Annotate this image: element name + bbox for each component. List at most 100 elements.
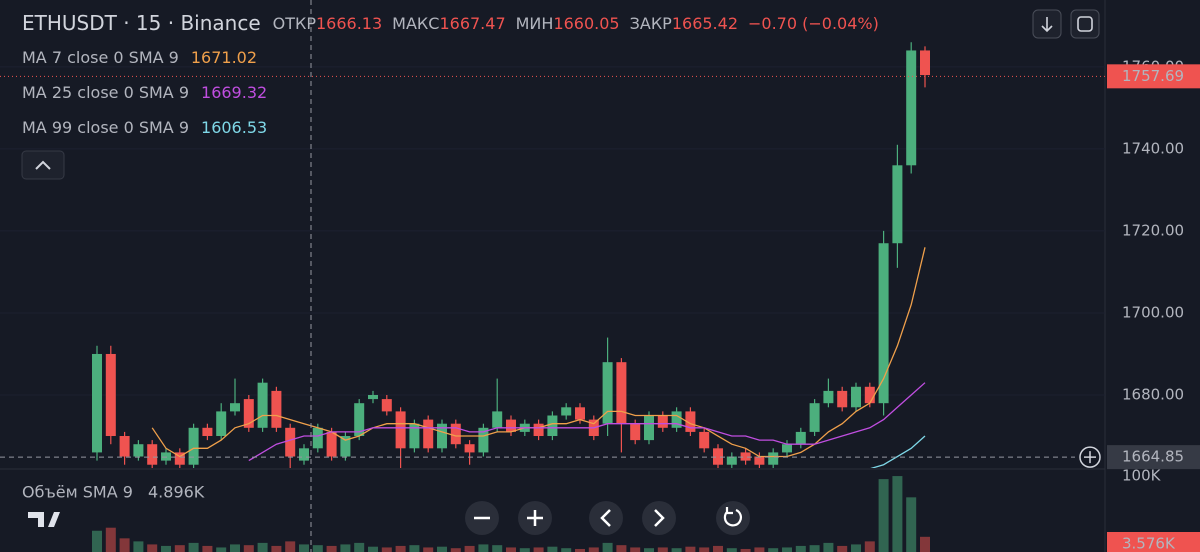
candle-body — [768, 452, 779, 465]
candle-body — [575, 407, 585, 420]
volume-name: Объём SMA 9 — [22, 483, 133, 502]
ohlc-value: 1665.42 — [672, 14, 738, 33]
volume-bar — [602, 542, 613, 552]
volume-bar — [588, 547, 599, 552]
volume-bar — [257, 542, 268, 552]
collapse-icon — [35, 160, 51, 170]
last-price-label: 1757.69 — [1122, 67, 1184, 85]
volume-bar — [326, 545, 337, 552]
candle-body — [740, 452, 751, 461]
volume-bar — [644, 548, 654, 552]
volume-bar — [575, 548, 585, 552]
volume-bar — [533, 547, 544, 552]
scroll-left-icon — [600, 509, 611, 527]
candle-body — [450, 423, 461, 445]
candle-body — [492, 411, 503, 428]
volume-bar — [92, 530, 102, 552]
volume-bar — [119, 538, 130, 552]
y-tick-label: 1720.00 — [1122, 221, 1184, 239]
ma-name: MA 99 close 0 SMA 9 — [22, 118, 189, 137]
candle-body — [395, 411, 406, 449]
volume-bar — [188, 542, 199, 552]
volume-bar — [685, 546, 696, 552]
volume-bar — [768, 548, 779, 552]
volume-last-label: 3.576K — [1122, 535, 1176, 552]
candle-body — [271, 390, 282, 428]
volume-bar — [547, 546, 558, 552]
volume-bar — [478, 544, 489, 552]
volume-bar — [713, 545, 723, 552]
candle-body — [243, 399, 254, 428]
reset-button[interactable] — [716, 501, 750, 535]
candle-body — [920, 50, 930, 76]
candle-body — [823, 390, 834, 404]
symbol: ETHUSDT · 15 · Binance — [22, 11, 261, 35]
volume-bar — [340, 544, 351, 552]
candle-body — [423, 419, 434, 449]
volume-bar — [671, 548, 682, 552]
ohlc-label: ЗАКР — [630, 14, 673, 33]
ohlc-value: 1666.13 — [316, 14, 382, 33]
volume-bar — [506, 547, 516, 552]
volume-bar — [464, 545, 475, 552]
volume-bar — [823, 542, 834, 552]
ma-value: 1671.02 — [191, 48, 257, 67]
volume-bar — [230, 544, 240, 552]
candle-body — [782, 444, 792, 453]
candle-body — [257, 382, 268, 428]
fullscreen-button[interactable] — [1070, 9, 1100, 39]
candle-body — [230, 403, 240, 412]
volume-bar — [161, 545, 171, 552]
volume-bar — [809, 545, 820, 552]
reset-icon — [723, 507, 743, 527]
zoom-in-icon — [527, 510, 543, 526]
candle-body — [119, 436, 130, 457]
candle-body — [809, 403, 820, 432]
candle-body — [92, 353, 102, 453]
volume-bar — [519, 548, 530, 552]
candle-body — [644, 415, 654, 441]
candle-body — [381, 399, 392, 412]
candle-body — [409, 423, 420, 449]
candle-body — [506, 419, 516, 432]
collapse-button[interactable] — [21, 150, 65, 180]
y-tick-label: 1700.00 — [1122, 303, 1184, 321]
volume-pane — [92, 476, 930, 552]
volume-bar — [726, 548, 737, 552]
scroll-left-button[interactable] — [589, 501, 623, 535]
ma-line — [248, 382, 926, 462]
candle-body — [754, 456, 765, 465]
candle-body — [312, 427, 323, 449]
ma-name: MA 25 close 0 SMA 9 — [22, 83, 189, 102]
header: ETHUSDT · 15 · Binance ОТКР1666.13 МАКС166… — [22, 11, 879, 35]
last-price-tag — [1107, 64, 1200, 89]
volume-bar — [312, 545, 323, 552]
candle-body — [657, 415, 668, 428]
candle-body — [671, 411, 682, 428]
candle-body — [105, 353, 116, 437]
ohlc-value: 1660.05 — [553, 14, 619, 33]
volume-bar — [450, 548, 461, 552]
volume-bar — [354, 542, 365, 552]
ma-legend: MA 7 close 0 SMA 9 1671.02 MA 25 close 0 S… — [22, 48, 267, 137]
scroll-right-button[interactable] — [642, 501, 676, 535]
candle-body — [878, 243, 889, 404]
volume-tick-label: 100K — [1122, 467, 1162, 485]
logo — [28, 512, 60, 527]
volume-bar — [795, 545, 806, 552]
volume-bar — [754, 547, 765, 552]
volume-last-tag — [1107, 532, 1200, 552]
candle-body — [299, 448, 309, 461]
candle-body — [685, 411, 696, 432]
ma-value: 1669.32 — [201, 83, 267, 102]
volume-bar — [299, 544, 309, 552]
candle-body — [133, 444, 144, 457]
add-alert-icon — [1084, 451, 1096, 464]
volume-bar — [740, 548, 751, 552]
volume-bar — [878, 479, 889, 552]
volume-bar — [906, 497, 917, 552]
ma-name: MA 7 close 0 SMA 9 — [22, 48, 179, 67]
